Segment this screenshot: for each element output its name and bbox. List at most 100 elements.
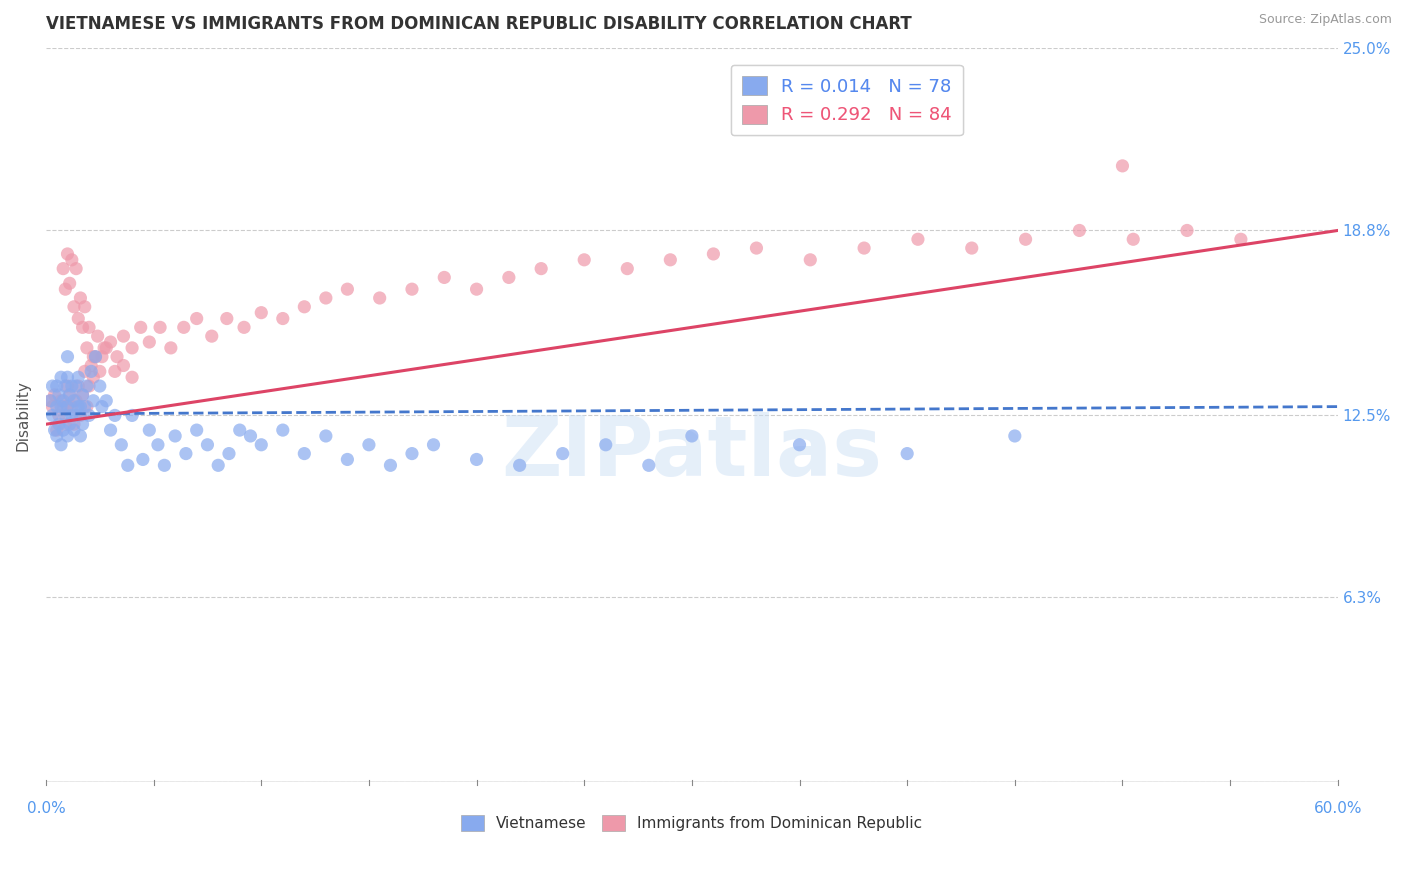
Point [789,438,811,452]
Point [368,291,391,305]
Point [336,452,359,467]
Point [104,364,127,378]
Y-axis label: Disability: Disability [15,380,30,450]
Point [49,393,72,408]
Point [574,252,596,267]
Point [49,370,72,384]
Point [401,282,423,296]
Point [1175,223,1198,237]
Point [132,452,155,467]
Point [48,409,70,423]
Point [65,379,87,393]
Point [72,320,94,334]
Point [63,393,86,408]
Point [239,429,262,443]
Text: ZIPatlas: ZIPatlas [502,411,883,492]
Point [595,438,617,452]
Point [52,261,75,276]
Point [201,329,224,343]
Point [53,417,76,432]
Point [91,350,114,364]
Point [53,379,76,393]
Point [52,400,75,414]
Point [138,423,160,437]
Point [465,452,488,467]
Point [153,458,176,473]
Point [659,252,682,267]
Point [65,393,87,408]
Point [52,423,75,437]
Point [165,429,187,443]
Point [69,429,91,443]
Point [498,270,520,285]
Point [129,320,152,334]
Legend: R = 0.014   N = 78, R = 0.292   N = 84: R = 0.014 N = 78, R = 0.292 N = 84 [731,65,963,136]
Text: 0.0%: 0.0% [27,801,65,816]
Point [907,232,929,246]
Point [465,282,488,296]
Point [45,379,67,393]
Point [72,388,94,402]
Point [67,311,90,326]
Point [72,417,94,432]
Point [271,311,294,326]
Point [69,409,91,423]
Point [96,341,118,355]
Point [551,446,574,460]
Point [77,379,100,393]
Point [76,341,98,355]
Point [357,438,380,452]
Point [53,409,76,423]
Point [77,320,100,334]
Point [63,417,86,432]
Point [960,241,983,255]
Point [271,423,294,437]
Point [702,247,724,261]
Point [52,393,75,408]
Point [233,320,256,334]
Point [41,379,63,393]
Point [215,311,238,326]
Point [1004,429,1026,443]
Point [315,429,337,443]
Point [89,364,111,378]
Point [250,438,273,452]
Point [44,423,66,437]
Point [60,379,83,393]
Point [56,247,79,261]
Point [45,400,67,414]
Point [86,329,108,343]
Point [67,379,90,393]
Point [105,350,128,364]
Point [96,393,118,408]
Point [45,429,67,443]
Point [93,341,115,355]
Point [292,446,315,460]
Point [73,300,96,314]
Point [799,252,821,267]
Point [509,458,531,473]
Point [100,334,122,349]
Point [41,409,63,423]
Point [84,350,107,364]
Point [112,359,135,373]
Point [60,252,83,267]
Point [39,393,62,408]
Point [637,458,659,473]
Point [336,282,359,296]
Text: VIETNAMESE VS IMMIGRANTS FROM DOMINICAN REPUBLIC DISABILITY CORRELATION CHART: VIETNAMESE VS IMMIGRANTS FROM DOMINICAN … [46,15,911,33]
Point [48,388,70,402]
Point [67,370,90,384]
Point [63,423,86,437]
Point [82,393,104,408]
Point [56,400,79,414]
Point [174,446,197,460]
Point [121,341,143,355]
Point [60,400,83,414]
Point [48,417,70,432]
Point [292,300,315,314]
Point [59,277,82,291]
Point [173,320,195,334]
Point [41,400,63,414]
Point [67,400,90,414]
